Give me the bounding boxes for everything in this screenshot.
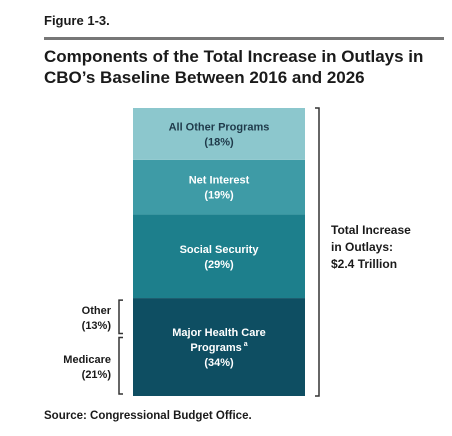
bar-segment-major-health-care-programs [133, 298, 305, 396]
breakdown-label-other: Other [82, 305, 112, 317]
total-label-line: in Outlays: [331, 240, 393, 254]
footnote-marker: a [242, 341, 248, 348]
total-label-line: Total Increase [331, 223, 411, 237]
breakdown-bracket-medicare [118, 336, 123, 395]
total-bracket [315, 107, 320, 397]
segment-label-social-security: Social Security [180, 244, 260, 256]
segment-label-net-interest: Net Interest [189, 175, 250, 187]
breakdown-percent-medicare: (21%) [82, 369, 112, 381]
bar-segment-social-security [133, 214, 305, 299]
segment-label-major-health-care-programs: Major Health Care [172, 327, 266, 339]
breakdown-bracket-other [118, 299, 123, 335]
source-note: Source: Congressional Budget Office. [44, 410, 252, 422]
title-rule [44, 37, 444, 40]
bar-segment-all-other-programs [133, 108, 305, 160]
segment-percent-net-interest: (19%) [204, 190, 234, 202]
segment-percent-major-health-care-programs: (34%) [204, 357, 234, 369]
segment-label-major-health-care-programs: Programs a [190, 341, 247, 354]
breakdown-label-medicare: Medicare [63, 354, 111, 366]
segment-percent-all-other-programs: (18%) [204, 136, 234, 148]
segment-percent-social-security: (29%) [204, 259, 234, 271]
breakdown-percent-other: (13%) [82, 320, 112, 332]
segment-label-all-other-programs: All Other Programs [169, 121, 270, 133]
bar-segment-net-interest [133, 159, 305, 215]
chart-title: Components of the Total Increase in Outl… [44, 47, 424, 87]
total-label-line: $2.4 Trillion [331, 257, 397, 271]
figure-label: Figure 1-3. [44, 13, 110, 28]
